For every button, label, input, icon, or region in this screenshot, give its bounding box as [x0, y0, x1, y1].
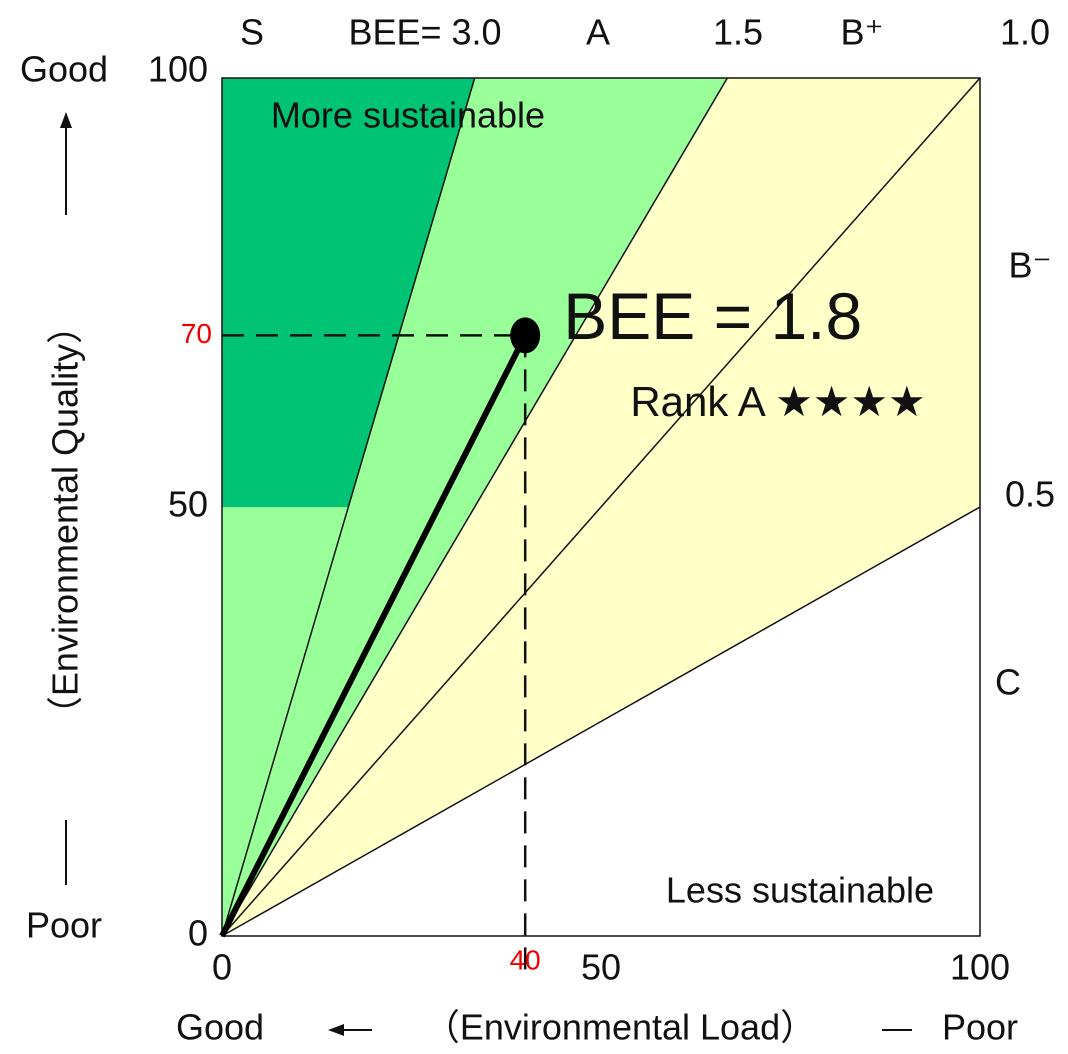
y-poor: Poor	[26, 905, 102, 946]
rank-name: B⁻	[1008, 245, 1051, 286]
bee-boundary	[221, 77, 981, 937]
rank-name: S	[240, 12, 264, 53]
y-good: Good	[20, 49, 108, 90]
bee-boundary	[221, 77, 728, 937]
boundary-label: 1.5	[713, 12, 763, 53]
bee-boundary	[221, 506, 981, 937]
y-tick-label: 100	[148, 49, 208, 90]
y-tick-label: 0	[188, 913, 208, 954]
y-label: （Environmental Quality）	[45, 308, 86, 732]
point-x-label: 40	[510, 944, 541, 975]
y-arrow-head	[60, 112, 72, 128]
bee-boundary	[221, 77, 476, 937]
rank-name: C	[995, 662, 1021, 703]
rank-zone	[222, 78, 475, 507]
x-arrow-head	[328, 1024, 344, 1036]
x-good: Good	[176, 1007, 264, 1048]
bottom-note: Less sustainable	[666, 870, 934, 911]
rank-name: B⁺	[840, 12, 883, 53]
bee-point	[510, 317, 541, 354]
y-tick-label: 50	[168, 484, 208, 525]
x-tick-label: 50	[581, 947, 621, 988]
rank-label: Rank A ★★★★	[630, 378, 925, 425]
bee-line	[219, 334, 528, 938]
rank-name: A	[586, 12, 610, 53]
plot-frame	[221, 77, 981, 937]
zones	[221, 77, 981, 937]
x-tick-label: 100	[950, 947, 1010, 988]
x-label: （Environmental Load）	[424, 1007, 816, 1048]
x-poor: Poor	[942, 1007, 1018, 1048]
top-note: More sustainable	[271, 95, 545, 136]
x-tick-label: 0	[212, 947, 232, 988]
boundary-label: 1.0	[1000, 12, 1050, 53]
boundary-label: 0.5	[1005, 474, 1055, 515]
point-label: BEE = 1.8	[563, 279, 862, 353]
boundary-label: BEE= 3.0	[348, 12, 501, 53]
point-y-label: 70	[181, 318, 212, 349]
